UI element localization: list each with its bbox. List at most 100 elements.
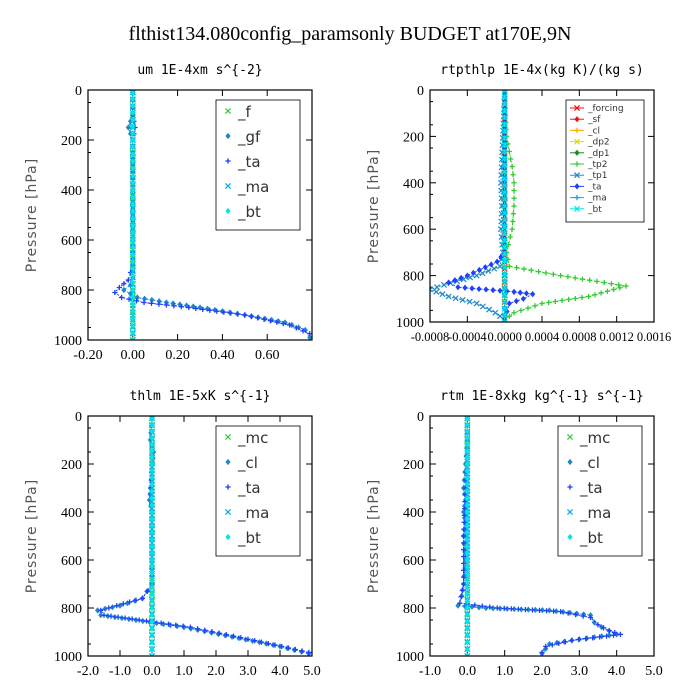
legend-label: _bt [587,205,602,215]
data-point [130,294,136,301]
data-point [464,428,470,435]
data-point [130,329,136,336]
panel-1: um 1E-4xm s^{-2} Pressure [hPa] 0 200 400 600… [24,63,313,363]
data-point [149,611,155,618]
data-point [464,460,470,468]
data-point [149,632,155,639]
series-bt [130,90,136,340]
data-point [149,625,155,632]
data-point [130,244,136,251]
data-point [464,526,471,533]
data-point [479,303,486,310]
legend-marker [573,172,581,179]
legend-label: _forcing [587,104,624,114]
data-point [149,536,155,543]
data-point [130,336,136,340]
data-point [130,194,136,201]
series-ta [446,91,536,322]
data-point [148,532,156,540]
data-point [464,522,470,529]
y-axis-label: Pressure [hPa] [366,149,382,263]
data-point [464,519,471,526]
data-point [149,618,155,625]
data-point [464,618,470,625]
data-point [149,502,155,509]
data-point [149,495,155,502]
data-point [501,148,508,155]
x-tick-label: 0.0 [459,664,477,679]
data-point [275,318,281,325]
data-point [130,222,136,229]
x-tick-label: 5.0 [645,664,663,679]
y-tick-label: 0 [417,84,424,99]
data-point [501,312,508,319]
data-point [464,272,470,279]
data-point [496,313,504,320]
data-point [149,646,155,653]
data-point [501,127,508,134]
legend-marker [225,533,231,541]
data-point [501,237,508,244]
panel-2: rtpthlp 1E-4x(kg K)/(kg s) Pressure [hPa]… [366,63,671,344]
data-point [148,512,156,519]
data-point [149,604,155,612]
data-point [149,563,155,570]
data-point [129,336,134,340]
data-point [464,543,470,550]
data-point [124,600,131,607]
data-point [130,201,136,208]
data-point [501,100,508,107]
legend-label: _mc [579,429,610,448]
data-point [130,136,136,144]
data-point [501,216,508,223]
y-tick-label: 800 [403,602,424,617]
data-point [464,515,470,522]
legend-label: _tp1 [587,171,607,181]
data-point [95,607,101,614]
data-point [466,298,473,305]
x-tick-label: -2.0 [77,664,99,679]
data-point [539,607,546,614]
data-point [452,277,458,284]
data-point [501,175,508,182]
data-point [513,298,519,305]
data-point [501,155,508,162]
data-point [149,467,155,474]
data-point [464,591,470,598]
plot-frame [87,89,313,341]
data-point [156,298,162,305]
y-tick-label: 0 [75,84,82,99]
data-point [491,265,498,272]
data-point [454,278,461,285]
data-point [458,274,464,282]
y-tick-label: 1000 [396,316,424,331]
y-tick-label: 400 [61,184,82,199]
data-point [501,243,508,250]
data-point [149,416,155,422]
data-point [546,607,553,614]
data-point [149,454,155,461]
data-point [464,577,470,584]
data-point [130,308,136,315]
y-tick-label: 1000 [396,650,424,665]
data-point [464,508,470,516]
data-point [462,284,468,291]
data-point [130,286,136,294]
legend-label: _ma [587,194,607,204]
data-point [530,291,536,298]
x-tick-label: 0.0000 [487,330,521,344]
data-point [464,536,470,543]
data-point [130,315,136,322]
data-point [130,123,136,130]
data-point [501,209,508,216]
data-point [149,522,155,529]
data-point [464,532,471,540]
x-tick-label: 3.0 [571,664,589,679]
data-point [501,298,508,305]
data-point [129,218,136,225]
legend-label: _ta [237,479,261,498]
data-point [117,602,123,609]
x-tick-label: 1.0 [496,664,514,679]
data-point [149,428,155,435]
